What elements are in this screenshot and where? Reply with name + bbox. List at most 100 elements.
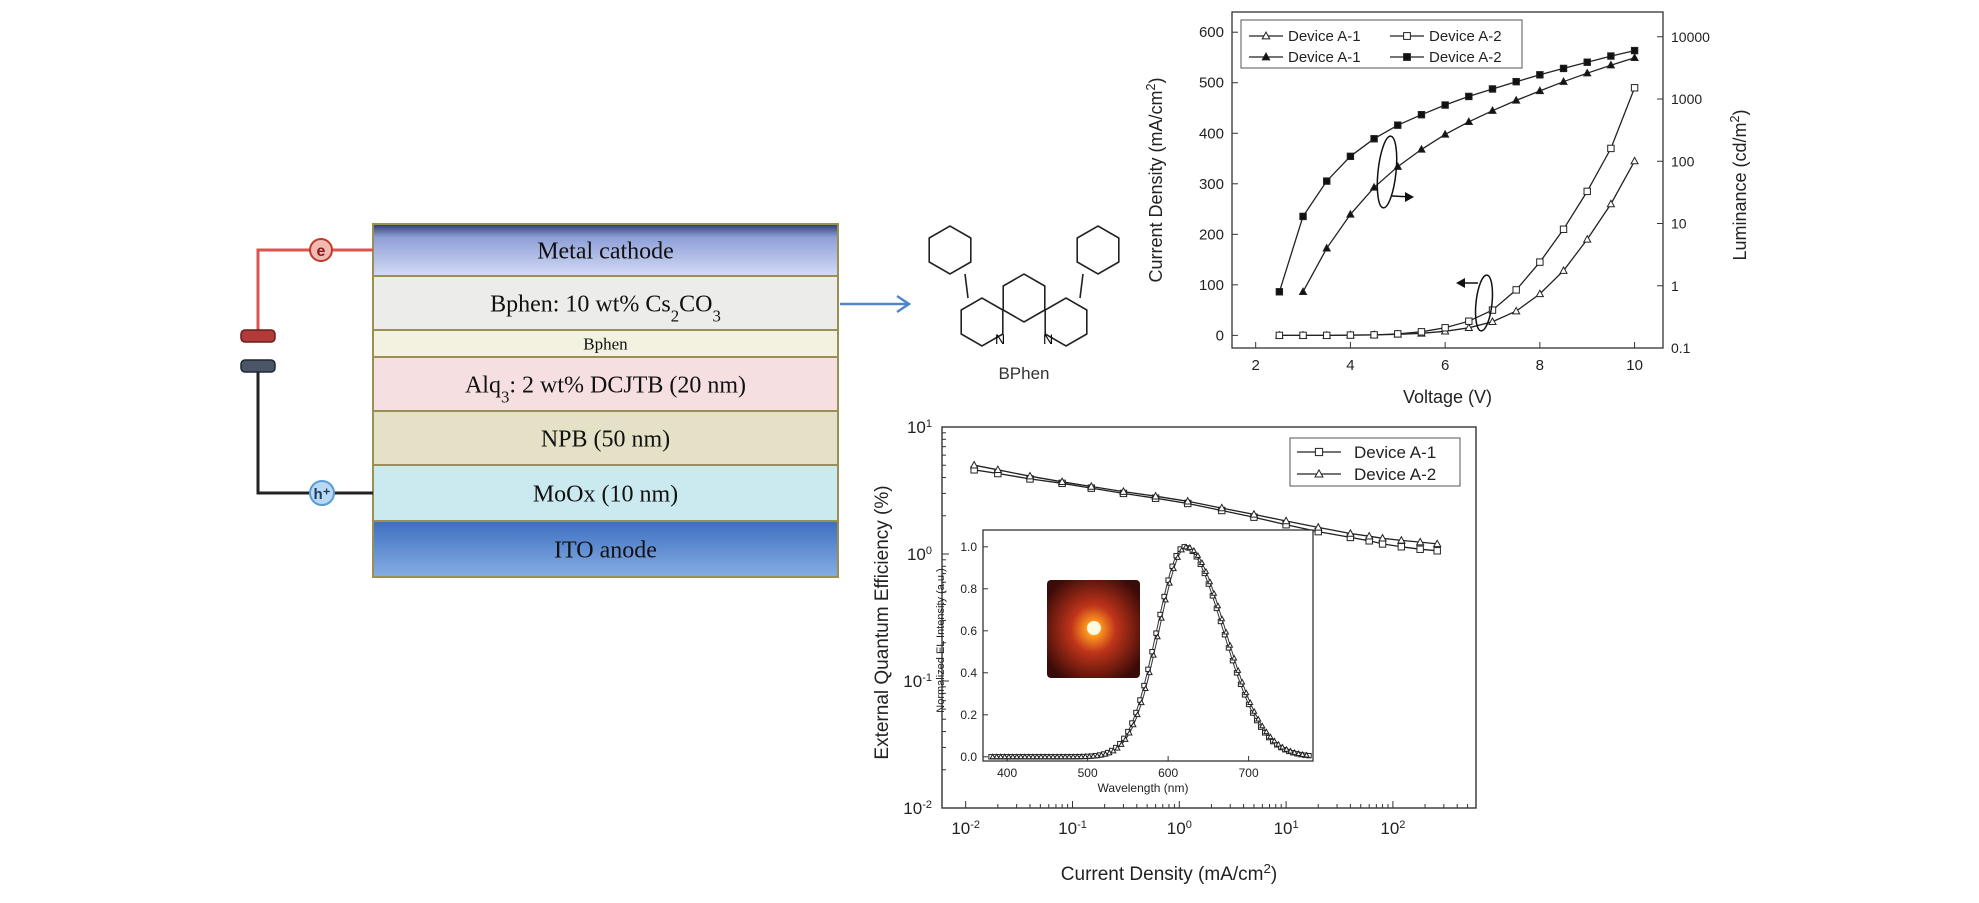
data-point [1025, 471, 1035, 480]
spectrum-point [1085, 752, 1093, 759]
data-point [1559, 64, 1568, 73]
arrow-head-icon [896, 294, 912, 314]
legend-entry: Device A-1 [1288, 28, 1361, 45]
spectrum-point [1114, 744, 1121, 751]
legend-entry: Device A-2 [1429, 49, 1502, 66]
data-point [1394, 330, 1402, 338]
spectrum-point [993, 753, 1000, 760]
legend-marker [1314, 447, 1324, 457]
data-point [1323, 331, 1331, 340]
x-tick-label: 10 [1626, 357, 1643, 374]
spectrum-point [1073, 753, 1081, 760]
spectrum-point [1291, 748, 1298, 755]
spectrum-point [1138, 699, 1145, 706]
data-point [1465, 92, 1473, 101]
spectrum-point [1255, 715, 1262, 722]
data-point [1488, 85, 1497, 93]
jvl-chart: 2 4 6 8 1001002003004005006000.1110100100010… [1144, 11, 1750, 407]
arrow-right-head-icon [1405, 192, 1414, 202]
spectrum-point [1045, 753, 1053, 760]
spectrum-point [1194, 551, 1202, 558]
x-axis-label: Voltage (V) [1403, 387, 1492, 407]
series-line [1279, 87, 1636, 337]
y-tick-label: 300 [1199, 176, 1224, 193]
spectrum-point [1182, 543, 1190, 550]
spectrum-point [1166, 579, 1173, 586]
spectrum-point [1065, 753, 1073, 760]
x-tick-label: 500 [1078, 766, 1098, 780]
stack-layer [372, 410, 839, 466]
data-point [1488, 317, 1497, 325]
spectrum-point [1202, 567, 1210, 574]
data-point [1465, 317, 1473, 325]
data-point [1346, 331, 1355, 339]
data-point [1299, 212, 1307, 221]
legend-entry: Device A-1 [1288, 49, 1361, 66]
legend-marker [1314, 468, 1324, 478]
x-axis-label: Wavelength (nm) [1098, 781, 1189, 795]
y-tick-label: 400 [1199, 125, 1224, 142]
spectrum-point [1069, 753, 1077, 760]
data-point [1512, 286, 1520, 294]
x-tick-label: 400 [997, 766, 1017, 780]
electron-wire [256, 248, 373, 330]
data-point [1183, 496, 1193, 505]
spectrum-point [1303, 751, 1310, 758]
y-tick-label: 101 [907, 418, 932, 437]
data-point [1378, 533, 1387, 542]
data-point [1535, 289, 1545, 298]
data-point [1582, 68, 1592, 77]
spectrum-point [1041, 753, 1049, 760]
spectrum-point [1118, 740, 1125, 747]
data-point [1378, 540, 1387, 548]
spectrum-point [1001, 753, 1008, 760]
spectrum-point [1162, 596, 1169, 603]
data-point [1346, 209, 1355, 218]
y-tick-label: 10-1 [903, 672, 932, 691]
stack-layer-label: Bphen: 10 wt% Cs2CO3 [490, 291, 721, 325]
legend-marker [1261, 31, 1271, 40]
data-point [1511, 306, 1521, 315]
data-point [1275, 288, 1284, 296]
spectrum-point [997, 753, 1004, 760]
stack-layer [372, 275, 839, 331]
spectrum-point [1130, 721, 1137, 728]
y-tick-label: 0.8 [960, 582, 977, 596]
legend-entry: Device A-2 [1354, 465, 1436, 484]
data-point [1415, 537, 1425, 546]
data-point [1151, 491, 1160, 500]
data-point [1512, 77, 1520, 86]
data-point [1299, 331, 1307, 340]
data-point [1298, 287, 1308, 296]
x-tick-label: 4 [1346, 357, 1354, 374]
spectrum-point [1057, 753, 1065, 760]
data-point [1370, 135, 1378, 143]
left-pyridine-ring [960, 297, 1004, 347]
spectrum-point [1246, 699, 1254, 705]
legend-entry: Device A-1 [1354, 443, 1436, 462]
data-point [1396, 535, 1406, 544]
y-tick-label: 0 [1216, 327, 1224, 344]
spectrum-point [1283, 745, 1290, 752]
electron-icon [309, 238, 333, 262]
stack-layer [372, 520, 839, 578]
phenyl-bond-left [964, 273, 969, 299]
data-point [1464, 323, 1474, 332]
data-point [1536, 71, 1544, 79]
data-point [1559, 225, 1568, 233]
molecule-nitrogen-right: N [1043, 331, 1053, 347]
eqe-legend [1289, 437, 1461, 487]
y-tick-label: 0.4 [960, 666, 977, 680]
spectrum-point [1238, 678, 1246, 685]
spectrum-point [1094, 752, 1101, 759]
data-point [1441, 324, 1449, 332]
spectrum-point [1214, 602, 1222, 609]
y-tick-label: 1.0 [960, 540, 977, 554]
x-tick-label: 2 [1252, 357, 1260, 374]
data-point [1417, 110, 1426, 119]
y-axis-label: Current Density (mA/cm2) [1144, 77, 1166, 282]
right-pyridine-ring [1044, 297, 1088, 347]
eqe-chart: 10-2 10-1 100 101 102 10-2 10-1 100 101 Current D… [872, 418, 1477, 885]
stack-layer-label: Alq3: 2 wt% DCJTB (20 nm) [465, 372, 746, 406]
y-tick-label: 100 [907, 545, 932, 564]
